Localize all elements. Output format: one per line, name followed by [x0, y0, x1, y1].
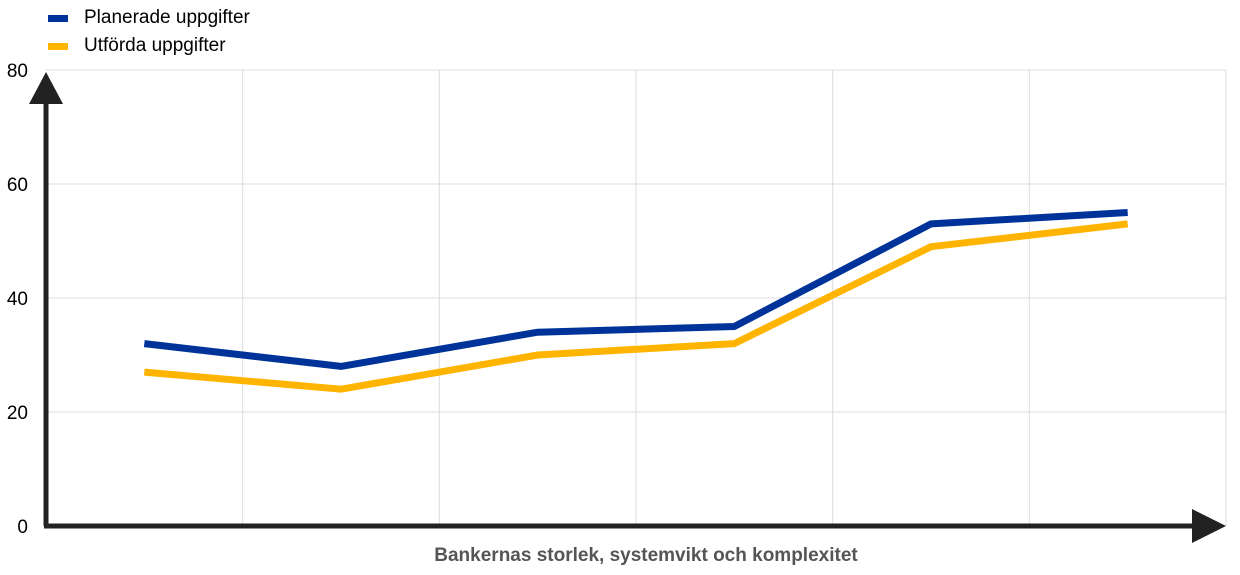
series-line-0 [143, 209, 1128, 370]
legend: Planerade uppgifter Utförda uppgifter [48, 4, 250, 60]
legend-swatch-utforda [48, 42, 68, 50]
y-tick-label: 40 [7, 289, 28, 310]
legend-label-utforda: Utförda uppgifter [84, 35, 226, 56]
x-axis-label: Bankernas storlek, systemvikt och komple… [434, 545, 858, 566]
legend-label-planerade: Planerade uppgifter [84, 7, 250, 28]
y-tick-labels: 0 20 40 60 80 [7, 61, 28, 538]
gridlines [46, 69, 1227, 526]
series-lines [143, 209, 1129, 393]
y-axis-arrow [29, 72, 63, 104]
legend-item-planerade: Planerade uppgifter [48, 4, 250, 32]
y-tick-label: 0 [17, 517, 28, 538]
legend-item-utforda: Utförda uppgifter [48, 32, 250, 60]
series-line-1 [143, 220, 1129, 393]
axes [29, 72, 1226, 543]
legend-swatch-planerade [48, 14, 68, 22]
y-tick-label: 80 [7, 61, 28, 82]
x-axis-arrow [1192, 509, 1226, 543]
y-tick-label: 60 [7, 175, 28, 196]
y-tick-label: 20 [7, 403, 28, 424]
